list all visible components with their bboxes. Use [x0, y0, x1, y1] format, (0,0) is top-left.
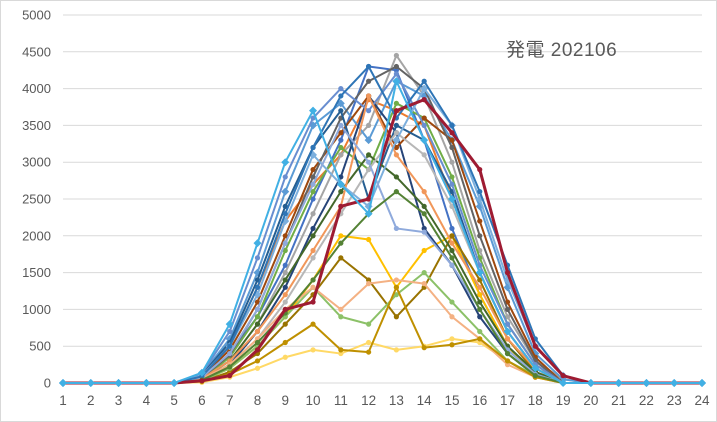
- svg-text:3: 3: [115, 393, 123, 408]
- svg-text:7: 7: [226, 393, 234, 408]
- svg-text:4000: 4000: [22, 81, 51, 96]
- svg-text:2500: 2500: [22, 192, 51, 207]
- svg-text:5: 5: [170, 393, 178, 408]
- chart-title: 発電 202106: [506, 40, 618, 61]
- svg-text:14: 14: [417, 393, 433, 408]
- svg-text:4500: 4500: [22, 44, 51, 59]
- svg-text:2: 2: [87, 393, 95, 408]
- svg-text:21: 21: [611, 393, 626, 408]
- svg-text:2000: 2000: [22, 228, 51, 243]
- svg-text:15: 15: [444, 393, 459, 408]
- svg-text:4: 4: [143, 393, 151, 408]
- svg-text:11: 11: [334, 393, 348, 408]
- svg-text:17: 17: [500, 393, 515, 408]
- svg-text:3500: 3500: [22, 118, 51, 133]
- svg-text:12: 12: [361, 393, 376, 408]
- svg-text:3000: 3000: [22, 155, 51, 170]
- svg-text:23: 23: [667, 393, 682, 408]
- svg-text:16: 16: [472, 393, 487, 408]
- svg-text:1: 1: [59, 393, 67, 408]
- svg-text:19: 19: [556, 393, 571, 408]
- svg-text:9: 9: [282, 393, 290, 408]
- svg-text:10: 10: [306, 393, 321, 408]
- svg-text:13: 13: [389, 393, 404, 408]
- svg-text:18: 18: [528, 393, 543, 408]
- svg-text:22: 22: [639, 393, 654, 408]
- svg-text:0: 0: [44, 376, 51, 391]
- svg-text:6: 6: [198, 393, 206, 408]
- svg-text:24: 24: [694, 393, 710, 408]
- svg-text:1500: 1500: [22, 265, 51, 280]
- svg-text:500: 500: [29, 339, 51, 354]
- svg-text:8: 8: [254, 393, 262, 408]
- svg-text:1000: 1000: [22, 302, 51, 317]
- svg-text:20: 20: [583, 393, 598, 408]
- svg-text:5000: 5000: [22, 8, 51, 23]
